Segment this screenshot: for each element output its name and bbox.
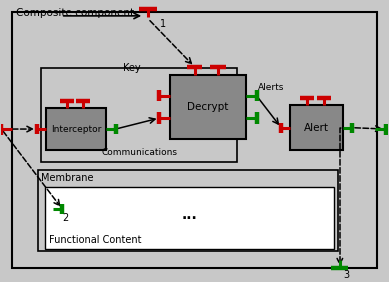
Text: Functional Content: Functional Content — [49, 235, 142, 245]
Text: Key: Key — [123, 63, 140, 73]
Text: Decrypt: Decrypt — [187, 102, 229, 112]
Bar — [41, 68, 237, 162]
Text: ...: ... — [182, 208, 198, 222]
Text: Communications: Communications — [101, 148, 177, 157]
Text: 3: 3 — [344, 270, 350, 280]
Text: Alerts: Alerts — [258, 83, 284, 92]
Bar — [170, 74, 246, 139]
Text: Alert: Alert — [304, 123, 329, 133]
Bar — [45, 187, 334, 249]
Bar — [46, 108, 106, 150]
Text: Membrane: Membrane — [41, 173, 94, 183]
Bar — [37, 170, 338, 250]
Text: Composite component: Composite component — [16, 8, 134, 17]
Bar — [291, 105, 343, 150]
Text: Interceptor: Interceptor — [51, 125, 102, 134]
Text: 2: 2 — [63, 213, 69, 223]
Text: 1: 1 — [159, 19, 166, 29]
